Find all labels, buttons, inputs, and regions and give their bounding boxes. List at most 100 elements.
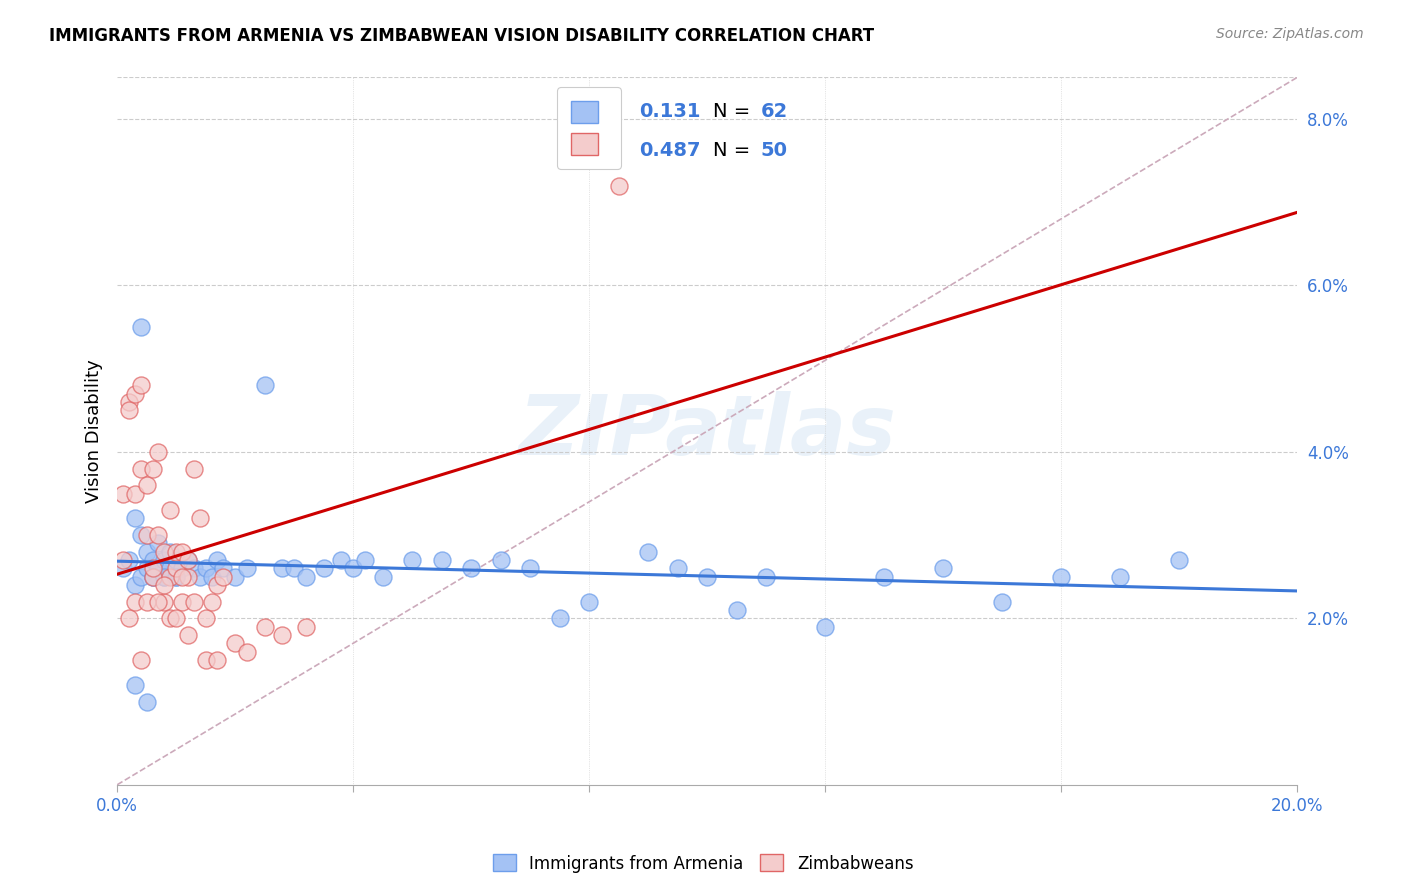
Point — [153, 578, 176, 592]
Point — [212, 570, 235, 584]
Text: ZIPatlas: ZIPatlas — [519, 391, 896, 472]
Point — [142, 553, 165, 567]
Point — [124, 386, 146, 401]
Point — [148, 595, 170, 609]
Point — [283, 561, 305, 575]
Point — [194, 561, 217, 575]
Point — [129, 653, 152, 667]
Legend: , : , — [557, 87, 621, 169]
Point — [371, 570, 394, 584]
Point — [148, 561, 170, 575]
Point — [124, 578, 146, 592]
Point — [271, 561, 294, 575]
Point — [172, 561, 194, 575]
Text: N =: N = — [713, 141, 756, 161]
Point — [207, 653, 229, 667]
Point — [183, 461, 205, 475]
Point — [755, 570, 778, 584]
Point — [177, 570, 200, 584]
Point — [165, 570, 187, 584]
Point — [165, 570, 187, 584]
Point — [118, 553, 141, 567]
Point — [637, 545, 659, 559]
Point — [330, 553, 353, 567]
Point — [159, 503, 181, 517]
Text: IMMIGRANTS FROM ARMENIA VS ZIMBABWEAN VISION DISABILITY CORRELATION CHART: IMMIGRANTS FROM ARMENIA VS ZIMBABWEAN VI… — [49, 27, 875, 45]
Point — [165, 561, 187, 575]
Point — [159, 611, 181, 625]
Point — [271, 628, 294, 642]
Point — [207, 578, 229, 592]
Point — [401, 553, 423, 567]
Point — [183, 595, 205, 609]
Point — [200, 595, 222, 609]
Point — [253, 378, 276, 392]
Point — [172, 595, 194, 609]
Point — [430, 553, 453, 567]
Point — [312, 561, 335, 575]
Point — [253, 620, 276, 634]
Point — [932, 561, 955, 575]
Point — [295, 570, 318, 584]
Point — [129, 570, 152, 584]
Point — [165, 553, 187, 567]
Point — [224, 636, 246, 650]
Point — [607, 178, 630, 193]
Point — [1109, 570, 1132, 584]
Point — [207, 553, 229, 567]
Point — [142, 570, 165, 584]
Point — [124, 486, 146, 500]
Text: R =: R = — [574, 141, 616, 161]
Point — [129, 461, 152, 475]
Point — [1050, 570, 1073, 584]
Point — [188, 570, 211, 584]
Point — [153, 553, 176, 567]
Point — [159, 561, 181, 575]
Point — [183, 561, 205, 575]
Point — [814, 620, 837, 634]
Point — [295, 620, 318, 634]
Point — [142, 570, 165, 584]
Point — [224, 570, 246, 584]
Point — [548, 611, 571, 625]
Point — [696, 570, 718, 584]
Point — [519, 561, 541, 575]
Point — [142, 461, 165, 475]
Point — [124, 595, 146, 609]
Point — [153, 595, 176, 609]
Point — [129, 528, 152, 542]
Point — [236, 645, 259, 659]
Point — [112, 486, 135, 500]
Point — [135, 694, 157, 708]
Point — [148, 445, 170, 459]
Point — [194, 653, 217, 667]
Point — [135, 561, 157, 575]
Point — [142, 570, 165, 584]
Point — [725, 603, 748, 617]
Point — [112, 561, 135, 575]
Point — [124, 511, 146, 525]
Point — [578, 595, 600, 609]
Point — [135, 478, 157, 492]
Point — [153, 545, 176, 559]
Point — [354, 553, 377, 567]
Text: R =: R = — [574, 102, 616, 120]
Point — [124, 678, 146, 692]
Point — [342, 561, 364, 575]
Point — [177, 553, 200, 567]
Point — [188, 511, 211, 525]
Point — [489, 553, 512, 567]
Text: 0.131: 0.131 — [638, 102, 700, 120]
Point — [118, 395, 141, 409]
Text: 50: 50 — [761, 141, 787, 161]
Point — [118, 611, 141, 625]
Text: 0.487: 0.487 — [638, 141, 700, 161]
Point — [460, 561, 482, 575]
Point — [1168, 553, 1191, 567]
Point — [212, 561, 235, 575]
Point — [165, 545, 187, 559]
Point — [135, 545, 157, 559]
Point — [194, 611, 217, 625]
Point — [153, 570, 176, 584]
Point — [129, 320, 152, 334]
